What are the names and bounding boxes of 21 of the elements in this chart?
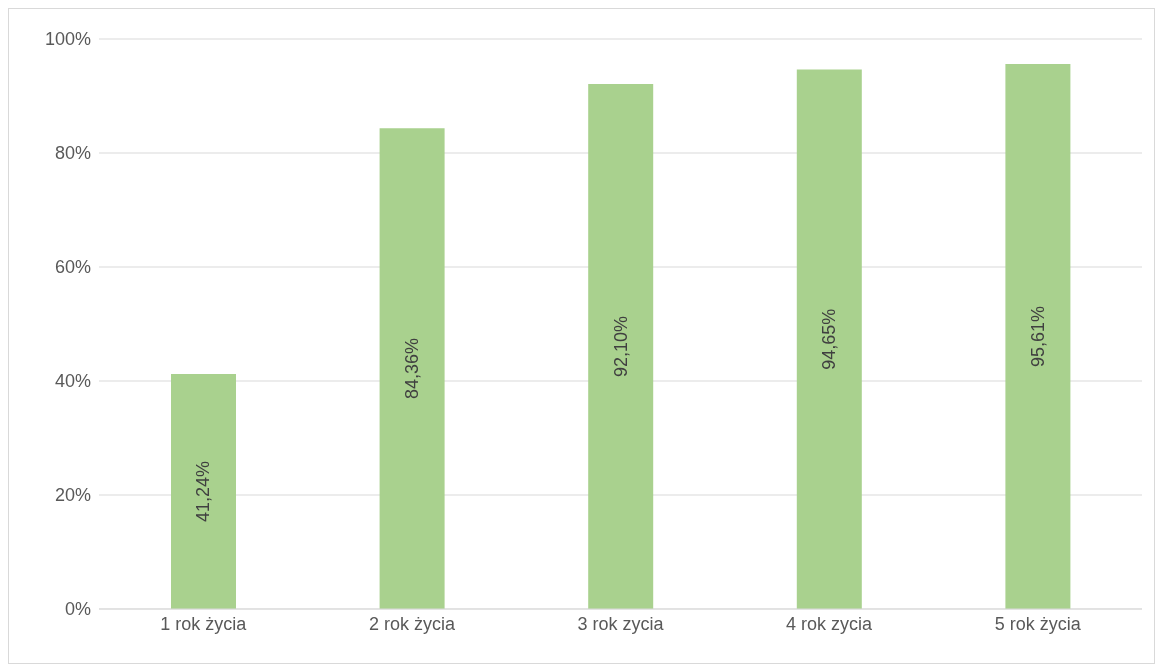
data-label: 95,61%	[1027, 305, 1048, 368]
bar	[796, 69, 862, 609]
bar	[171, 373, 236, 609]
y-tick-label: 20%	[54, 485, 91, 506]
y-tick-label: 60%	[54, 257, 91, 278]
data-label: 94,65%	[819, 308, 840, 370]
data-label: 41,24%	[193, 460, 214, 522]
bar	[379, 128, 445, 609]
x-tick-label: 2 rok życia	[368, 613, 456, 634]
y-tick-label: 80%	[54, 143, 91, 164]
x-tick-label: 3 rok zycia	[577, 613, 665, 634]
x-tick-label: 1 rok życia	[160, 613, 248, 634]
x-tick-label: 4 rok zycia	[786, 613, 874, 634]
data-label: 92,10%	[610, 315, 631, 378]
y-tick-label: 0%	[64, 599, 91, 620]
data-label: 84,36%	[402, 338, 423, 400]
bar	[1005, 64, 1071, 609]
bar	[588, 84, 654, 609]
y-tick-label: 40%	[54, 371, 91, 392]
y-tick-label: 100%	[44, 29, 91, 50]
x-tick-label: 5 rok życia	[994, 613, 1082, 634]
